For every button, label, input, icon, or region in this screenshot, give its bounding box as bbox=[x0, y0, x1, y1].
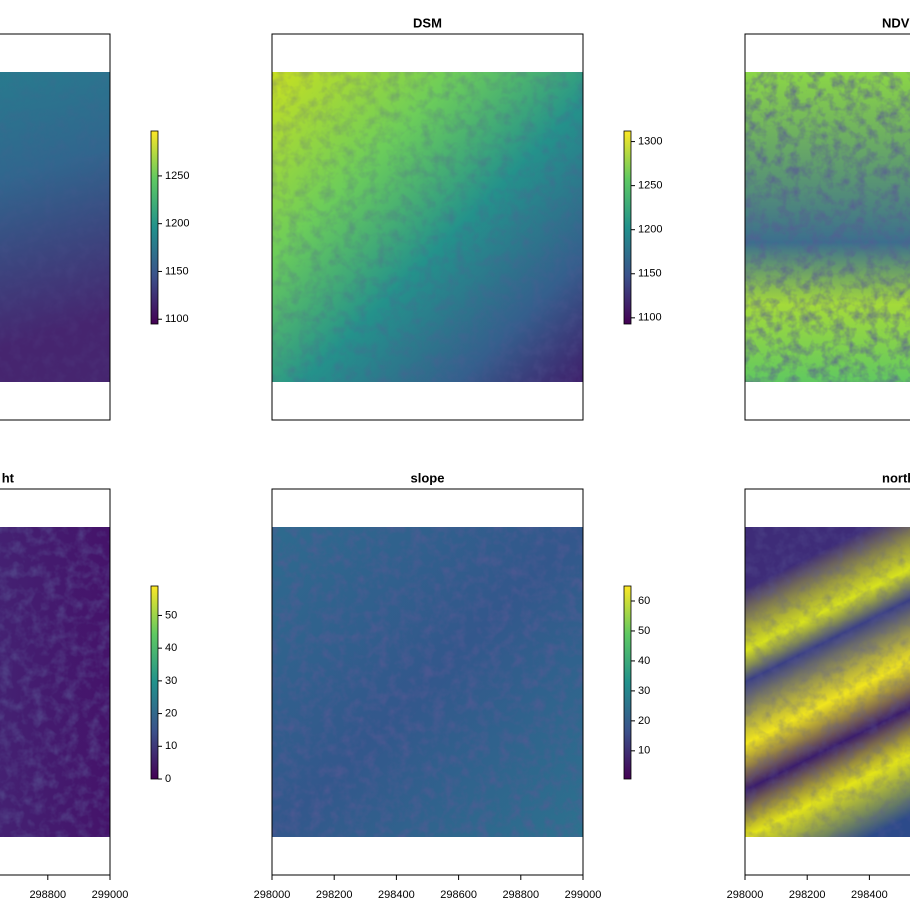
panel-frame bbox=[744, 33, 910, 421]
colorbar-tick-label: 20 bbox=[638, 715, 650, 727]
colorbar-tick-label: 1150 bbox=[638, 268, 662, 280]
x-tick-label: 298800 bbox=[502, 889, 539, 901]
panel-title: NDV bbox=[882, 15, 910, 30]
x-tick-label: 299000 bbox=[565, 889, 602, 901]
colorbar-tick-label: 50 bbox=[165, 609, 177, 621]
raster-texture bbox=[272, 72, 583, 382]
colorbar-tick-label: 50 bbox=[638, 625, 650, 637]
colorbar-tick-label: 40 bbox=[165, 642, 177, 654]
colorbar-tick-label: 60 bbox=[638, 595, 650, 607]
colorbar-tick-label: 1250 bbox=[638, 180, 662, 192]
colorbar bbox=[150, 585, 159, 780]
panel-frame bbox=[0, 33, 111, 421]
colorbar-tick-label: 1250 bbox=[165, 170, 189, 182]
colorbar-tick-label: 30 bbox=[165, 675, 177, 687]
x-tick-label: 298800 bbox=[29, 889, 66, 901]
colorbar-tick-label: 10 bbox=[638, 745, 650, 757]
colorbar-tick-label: 1200 bbox=[165, 218, 189, 230]
panel-frame bbox=[271, 33, 584, 421]
colorbar-tick-label: 1150 bbox=[165, 265, 189, 277]
panel-frame bbox=[744, 488, 910, 876]
colorbar-tick-label: 1300 bbox=[638, 135, 662, 147]
colorbar-tick-label: 20 bbox=[165, 707, 177, 719]
colorbar bbox=[623, 585, 632, 780]
x-tick-label: 298600 bbox=[440, 889, 477, 901]
x-tick-label: 298400 bbox=[378, 889, 415, 901]
panel-title: DSM bbox=[413, 15, 442, 30]
colorbar-tick-label: 40 bbox=[638, 655, 650, 667]
x-tick-label: 298200 bbox=[789, 889, 826, 901]
x-tick-label: 298200 bbox=[316, 889, 353, 901]
panel-frame bbox=[0, 488, 111, 876]
colorbar bbox=[150, 130, 159, 325]
colorbar-tick-label: 1100 bbox=[638, 312, 662, 324]
raster-texture bbox=[745, 527, 910, 837]
x-tick-label: 298400 bbox=[851, 889, 888, 901]
panel-title: north bbox=[882, 470, 910, 485]
raster-texture bbox=[272, 527, 583, 837]
panel-title: slope bbox=[411, 470, 445, 485]
x-tick-label: 298000 bbox=[254, 889, 291, 901]
x-tick-label: 298000 bbox=[727, 889, 764, 901]
raster-texture bbox=[0, 527, 110, 837]
panel-title: ht bbox=[2, 470, 15, 485]
x-tick-label: 299000 bbox=[92, 889, 129, 901]
colorbar-tick-label: 10 bbox=[165, 740, 177, 752]
colorbar-tick-label: 0 bbox=[165, 773, 171, 785]
colorbar-tick-label: 1100 bbox=[165, 313, 189, 325]
raster-texture bbox=[0, 72, 110, 382]
colorbar-tick-label: 1200 bbox=[638, 224, 662, 236]
colorbar-tick-label: 30 bbox=[638, 685, 650, 697]
colorbar bbox=[623, 130, 632, 325]
raster-texture bbox=[745, 72, 910, 382]
